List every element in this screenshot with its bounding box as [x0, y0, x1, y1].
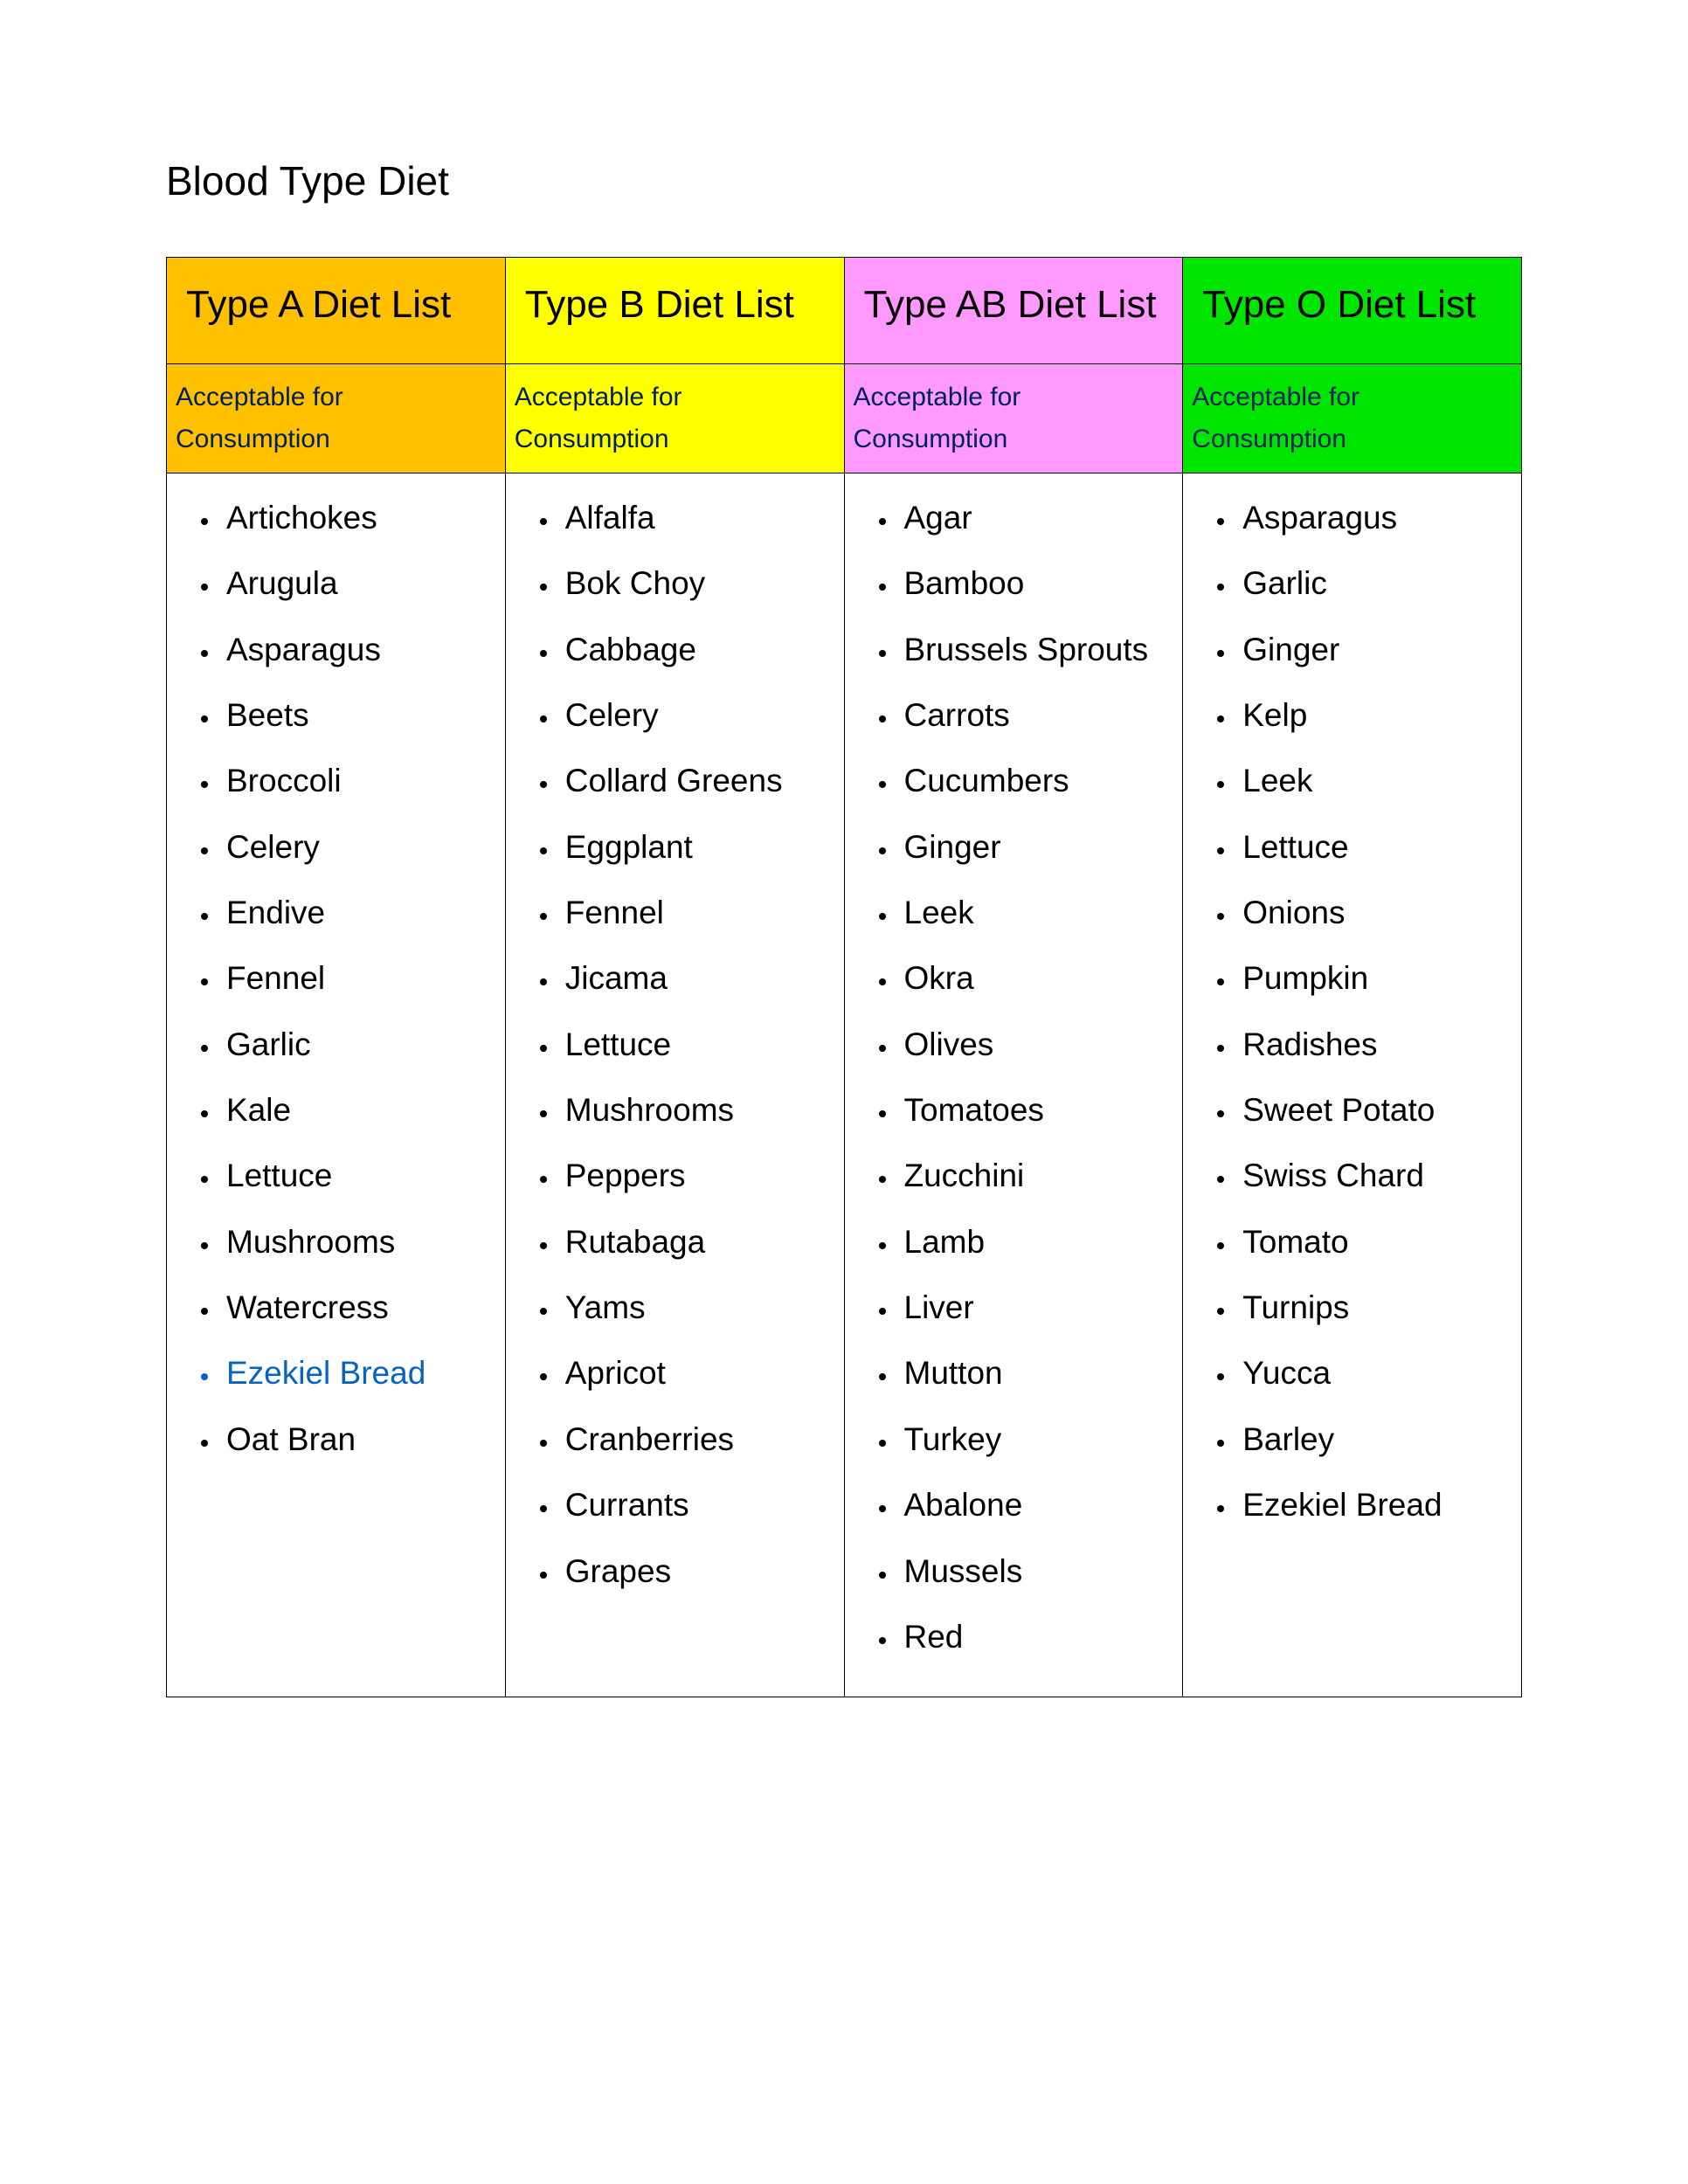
list-item: Asparagu­s — [1237, 493, 1509, 543]
list-item: Tomatoes — [899, 1085, 1171, 1135]
page-title: Blood Type Diet — [166, 157, 1522, 204]
list-item: Zucchini — [899, 1151, 1171, 1200]
diet-table: Type A Diet List Type B Diet List Type A… — [166, 257, 1522, 1697]
list-item: Lettuce — [221, 1151, 493, 1200]
list-item: Currants — [560, 1480, 832, 1530]
list-item: Cabbage — [560, 625, 832, 674]
list-item: Okra — [899, 953, 1171, 1003]
list-item: Fennel — [221, 953, 493, 1003]
list-item: Alfalfa — [560, 493, 832, 543]
list-item: Celery — [560, 690, 832, 740]
list-item: Yucca — [1237, 1348, 1509, 1398]
list-item: Mutton — [899, 1348, 1171, 1398]
list-item: Kelp — [1237, 690, 1509, 740]
body-row: Artichok­es Arugula Asparag­us Beets Broccol… — [167, 473, 1522, 1697]
list-item: Radishes — [1237, 1019, 1509, 1069]
list-item: Bok Choy — [560, 558, 832, 608]
list-item: Celery — [221, 822, 493, 872]
header-row: Type A Diet List Type B Diet List Type A… — [167, 258, 1522, 364]
list-item: Rutabaga — [560, 1217, 832, 1267]
list-item: Ezekiel Bread — [221, 1348, 493, 1398]
list-o: Asparagu­s Garlic Ginger Kelp Leek Lettuce Oni… — [1183, 473, 1522, 1697]
list-item: Beets — [221, 690, 493, 740]
list-item: Carrots — [899, 690, 1171, 740]
list-item: Leek — [1237, 756, 1509, 805]
ul-b: Alfalfa Bok Choy Cabbage Celery Collard Gree… — [518, 493, 832, 1596]
col-header-o: Type O Diet List — [1183, 258, 1522, 364]
list-item: Mushroo­ms — [221, 1217, 493, 1267]
list-item: Turnips — [1237, 1282, 1509, 1332]
list-item: Garlic — [1237, 558, 1509, 608]
list-item: Lettuce — [560, 1019, 832, 1069]
list-item: Ginger — [1237, 625, 1509, 674]
ul-a: Artichok­es Arugula Asparag­us Beets Broccol… — [179, 493, 493, 1464]
list-item: Lamb — [899, 1217, 1171, 1267]
list-item: Cucumber­s — [899, 756, 1171, 805]
list-item: Kale — [221, 1085, 493, 1135]
list-item: Asparag­us — [221, 625, 493, 674]
list-item: Pumpkin — [1237, 953, 1509, 1003]
list-b: Alfalfa Bok Choy Cabbage Celery Collard Gree… — [505, 473, 844, 1697]
list-item: Swiss Chard — [1237, 1151, 1509, 1200]
list-item: Endive — [221, 888, 493, 937]
list-item: Apricot — [560, 1348, 832, 1398]
list-item: Collard Greens — [560, 756, 832, 805]
sub-a: Acceptable for Consumption — [167, 364, 506, 473]
list-item: Liver — [899, 1282, 1171, 1332]
list-ab: Agar Bamboo Brussels Sprouts Carrots Cucumbe… — [844, 473, 1183, 1697]
col-header-b: Type B Diet List — [505, 258, 844, 364]
list-item: Agar — [899, 493, 1171, 543]
subheader-row: Acceptable for Consumption Acceptable fo… — [167, 364, 1522, 473]
list-item: Abalone — [899, 1480, 1171, 1530]
list-item: Oat Bran — [221, 1414, 493, 1464]
list-item: Ezekiel Bread — [1237, 1480, 1509, 1530]
list-item: Grapes — [560, 1546, 832, 1596]
list-item: Olives — [899, 1019, 1171, 1069]
list-item: Brussels Sprouts — [899, 625, 1171, 674]
list-item: Watercr­ess — [221, 1282, 493, 1332]
list-item: Tomato — [1237, 1217, 1509, 1267]
list-item: Turkey — [899, 1414, 1171, 1464]
list-item: Leek — [899, 888, 1171, 937]
list-item: Peppers — [560, 1151, 832, 1200]
sub-b: Acceptable for Consumption — [505, 364, 844, 473]
ul-o: Asparagu­s Garlic Ginger Kelp Leek Lettuce Oni… — [1195, 493, 1509, 1531]
col-header-a: Type A Diet List — [167, 258, 506, 364]
list-item: Red — [899, 1612, 1171, 1662]
sub-o: Acceptable for Consumption — [1183, 364, 1522, 473]
list-item: Jicama — [560, 953, 832, 1003]
sub-ab: Acceptable for Consumption — [844, 364, 1183, 473]
list-item: Sweet Potato — [1237, 1085, 1509, 1135]
list-item: Arugula — [221, 558, 493, 608]
list-a: Artichok­es Arugula Asparag­us Beets Broccol… — [167, 473, 506, 1697]
list-item: Artichok­es — [221, 493, 493, 543]
list-item: Eggplant — [560, 822, 832, 872]
list-item: Mushroo­ms — [560, 1085, 832, 1135]
list-item: Barley — [1237, 1414, 1509, 1464]
list-item: Bamboo — [899, 558, 1171, 608]
list-item: Onions — [1237, 888, 1509, 937]
list-item: Garlic — [221, 1019, 493, 1069]
list-item: Yams — [560, 1282, 832, 1332]
list-item: Lettuce — [1237, 822, 1509, 872]
list-item: Cranberri­es — [560, 1414, 832, 1464]
list-item: Fennel — [560, 888, 832, 937]
list-item: Mussels — [899, 1546, 1171, 1596]
list-item: Ginger — [899, 822, 1171, 872]
ul-ab: Agar Bamboo Brussels Sprouts Carrots Cucumbe… — [857, 493, 1171, 1662]
list-item: Broccoli — [221, 756, 493, 805]
col-header-ab: Type AB Diet List — [844, 258, 1183, 364]
